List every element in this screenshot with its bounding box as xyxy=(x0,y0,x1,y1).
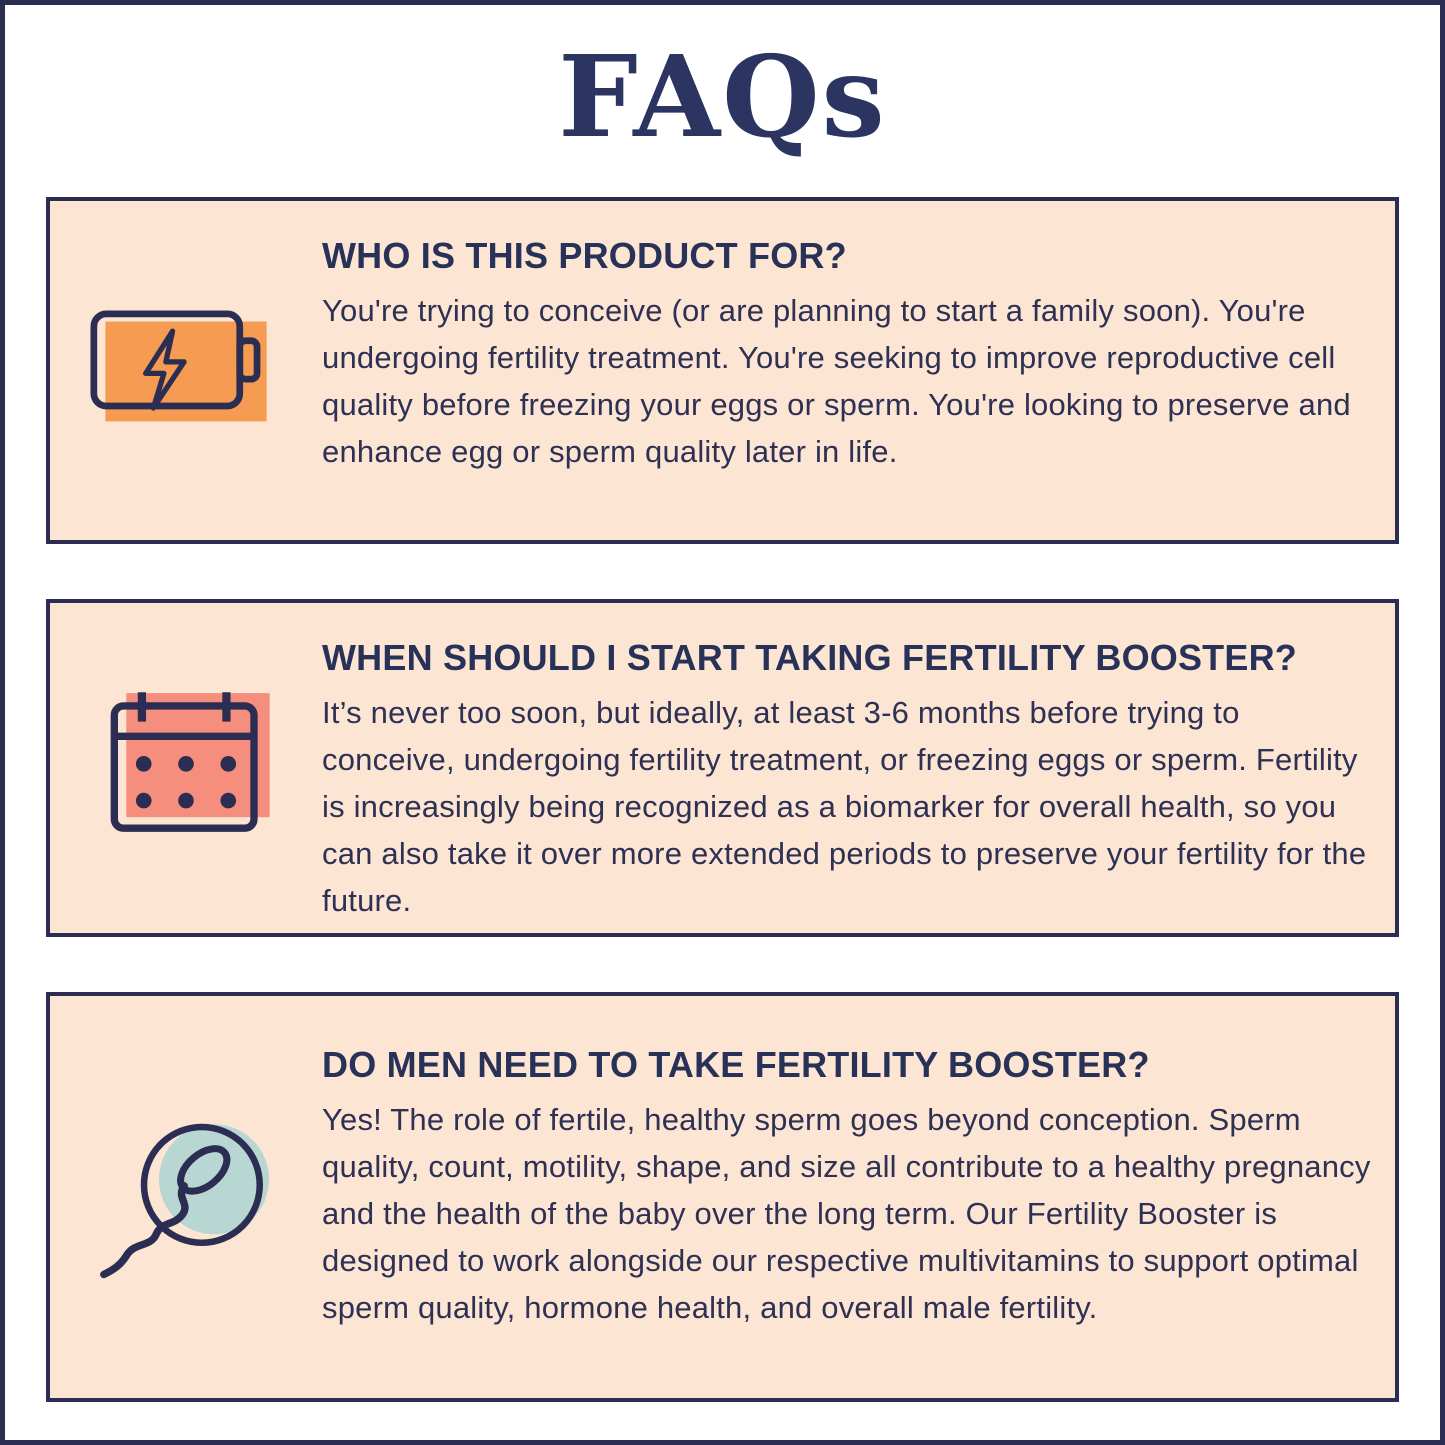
faq-icon-column xyxy=(50,201,322,540)
faq-question: WHEN SHOULD I START TAKING FERTILITY BOO… xyxy=(322,637,1297,678)
faq-question: DO MEN NEED TO TAKE FERTILITY BOOSTER? xyxy=(322,1044,1150,1085)
faq-icon-column xyxy=(50,996,322,1398)
calendar-icon xyxy=(110,692,270,832)
faq-card-who-is-this-for: WHO IS THIS PRODUCT FOR? You're trying t… xyxy=(46,197,1399,544)
faq-answer: It’s never too soon, but ideally, at lea… xyxy=(322,695,1367,918)
faq-answer: Yes! The role of fertile, healthy sperm … xyxy=(322,1102,1371,1325)
sperm-cell-icon xyxy=(100,1123,270,1279)
faq-text-column: WHO IS THIS PRODUCT FOR? You're trying t… xyxy=(322,201,1395,540)
faq-card-do-men-need: DO MEN NEED TO TAKE FERTILITY BOOSTER? Y… xyxy=(46,992,1399,1402)
faq-text-column: WHEN SHOULD I START TAKING FERTILITY BOO… xyxy=(322,603,1395,933)
faq-text-column: DO MEN NEED TO TAKE FERTILITY BOOSTER? Y… xyxy=(322,996,1395,1398)
faq-card-when-to-start: WHEN SHOULD I START TAKING FERTILITY BOO… xyxy=(46,599,1399,937)
faq-answer: You're trying to conceive (or are planni… xyxy=(322,293,1351,469)
faq-icon-column xyxy=(50,603,322,933)
faq-question: WHO IS THIS PRODUCT FOR? xyxy=(322,235,847,276)
page-title: FAQs xyxy=(558,32,887,163)
battery-charging-icon xyxy=(90,310,267,421)
